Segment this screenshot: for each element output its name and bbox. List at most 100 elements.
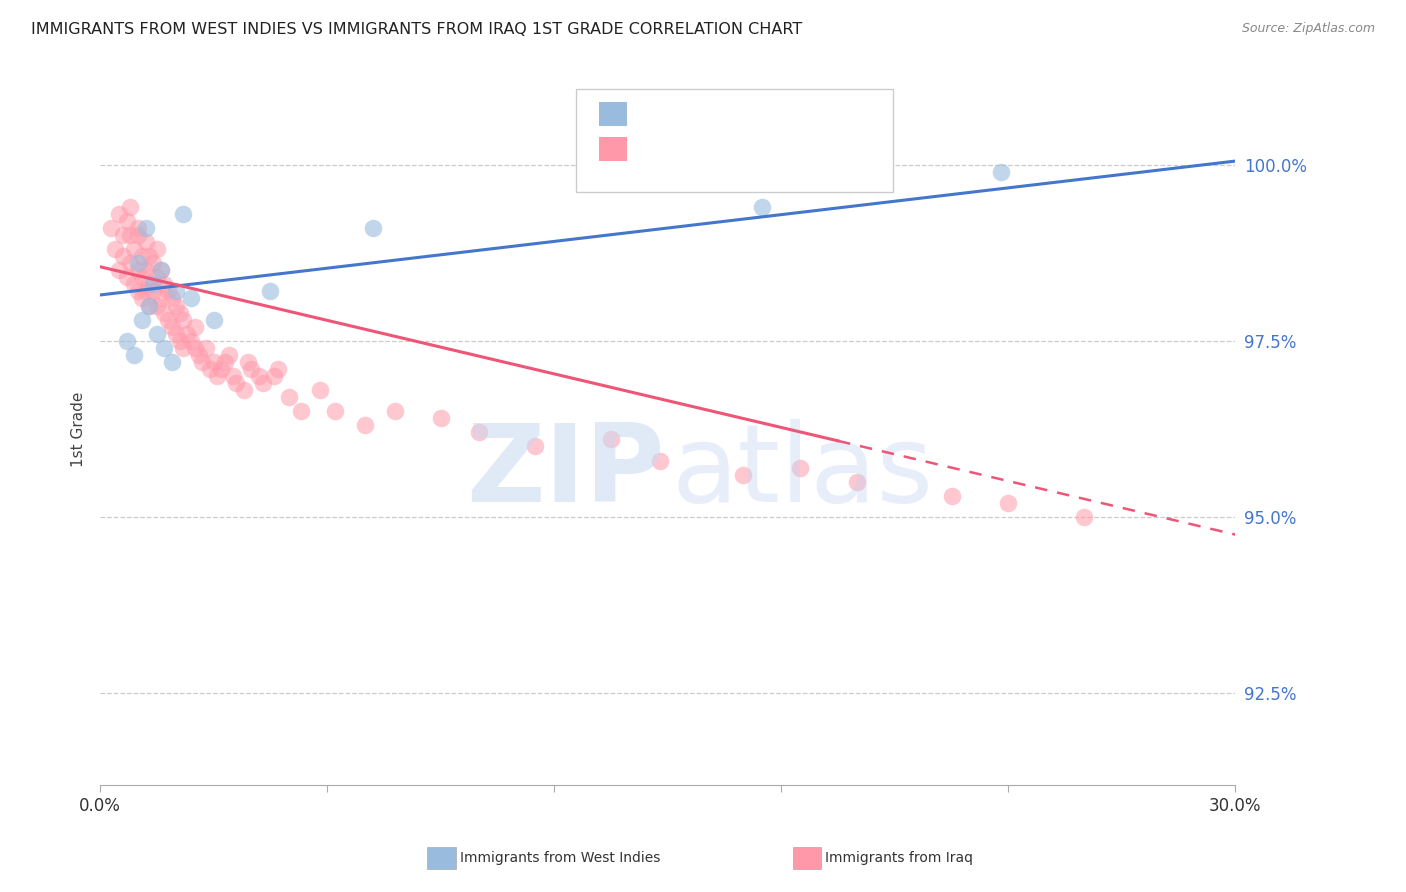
Point bbox=[384, 404, 406, 418]
Point bbox=[176, 326, 198, 341]
Point bbox=[142, 277, 165, 292]
Point bbox=[214, 355, 236, 369]
Point bbox=[990, 164, 1012, 178]
Point bbox=[127, 285, 149, 299]
Point bbox=[218, 348, 240, 362]
Point bbox=[138, 249, 160, 263]
Point bbox=[122, 277, 145, 292]
Point bbox=[290, 404, 312, 418]
Point bbox=[142, 285, 165, 299]
Point bbox=[138, 299, 160, 313]
Point bbox=[111, 249, 134, 263]
Point bbox=[524, 440, 547, 454]
Point bbox=[146, 242, 169, 256]
Point bbox=[160, 292, 183, 306]
Point bbox=[127, 263, 149, 277]
Point bbox=[600, 433, 623, 447]
Point bbox=[146, 299, 169, 313]
Point bbox=[120, 228, 142, 243]
Point bbox=[267, 362, 290, 376]
Point bbox=[169, 334, 191, 348]
Point bbox=[650, 453, 672, 467]
Text: IMMIGRANTS FROM WEST INDIES VS IMMIGRANTS FROM IRAQ 1ST GRADE CORRELATION CHART: IMMIGRANTS FROM WEST INDIES VS IMMIGRANT… bbox=[31, 22, 803, 37]
Point bbox=[149, 292, 172, 306]
Point bbox=[127, 221, 149, 235]
Point bbox=[131, 312, 153, 326]
Point bbox=[122, 348, 145, 362]
Point bbox=[845, 475, 868, 489]
Point bbox=[252, 376, 274, 390]
Point bbox=[202, 355, 225, 369]
Point bbox=[165, 285, 187, 299]
Point bbox=[149, 263, 172, 277]
Text: ZIP: ZIP bbox=[465, 418, 664, 524]
Point bbox=[131, 292, 153, 306]
Point bbox=[354, 418, 377, 433]
Point bbox=[207, 369, 229, 384]
Y-axis label: 1st Grade: 1st Grade bbox=[72, 392, 86, 467]
Point bbox=[361, 221, 384, 235]
Point bbox=[172, 207, 194, 221]
Point bbox=[165, 326, 187, 341]
Point bbox=[751, 200, 773, 214]
Point bbox=[135, 221, 157, 235]
Text: Immigrants from West Indies: Immigrants from West Indies bbox=[460, 851, 661, 865]
Point bbox=[153, 305, 176, 319]
Point bbox=[135, 263, 157, 277]
Point bbox=[183, 341, 205, 355]
Point bbox=[149, 263, 172, 277]
Text: R = -0.368   N = 84: R = -0.368 N = 84 bbox=[637, 142, 794, 156]
Point bbox=[198, 362, 221, 376]
Point bbox=[115, 334, 138, 348]
Point bbox=[104, 242, 127, 256]
Point bbox=[733, 467, 755, 482]
Point bbox=[225, 376, 247, 390]
Point bbox=[127, 228, 149, 243]
Point bbox=[111, 228, 134, 243]
Point bbox=[278, 390, 301, 404]
Point bbox=[108, 263, 131, 277]
Point bbox=[127, 256, 149, 270]
Point bbox=[259, 285, 281, 299]
Point bbox=[172, 341, 194, 355]
Point bbox=[135, 235, 157, 249]
Point bbox=[202, 312, 225, 326]
Point bbox=[135, 285, 157, 299]
Point bbox=[157, 312, 180, 326]
Point bbox=[169, 305, 191, 319]
Point bbox=[997, 496, 1019, 510]
Point bbox=[115, 270, 138, 285]
Point bbox=[236, 355, 259, 369]
Point bbox=[323, 404, 346, 418]
Point bbox=[138, 277, 160, 292]
Point bbox=[180, 292, 202, 306]
Point bbox=[131, 270, 153, 285]
Point bbox=[467, 425, 489, 440]
Point bbox=[209, 362, 232, 376]
Text: R =  0.459   N = 19: R = 0.459 N = 19 bbox=[637, 106, 794, 120]
Point bbox=[165, 299, 187, 313]
Point bbox=[115, 214, 138, 228]
Point bbox=[1073, 510, 1095, 524]
Point bbox=[146, 270, 169, 285]
Point bbox=[187, 348, 209, 362]
Point bbox=[429, 411, 451, 425]
Point bbox=[160, 355, 183, 369]
Point bbox=[108, 207, 131, 221]
Point bbox=[157, 285, 180, 299]
Point bbox=[122, 242, 145, 256]
Point bbox=[100, 221, 122, 235]
Point bbox=[789, 460, 811, 475]
Point bbox=[153, 277, 176, 292]
Text: Source: ZipAtlas.com: Source: ZipAtlas.com bbox=[1241, 22, 1375, 36]
Point bbox=[240, 362, 263, 376]
Point bbox=[263, 369, 285, 384]
Point bbox=[308, 383, 330, 397]
Point bbox=[180, 334, 202, 348]
Point bbox=[232, 383, 254, 397]
Point bbox=[138, 299, 160, 313]
Point bbox=[120, 256, 142, 270]
Point bbox=[153, 341, 176, 355]
Point bbox=[195, 341, 218, 355]
Point bbox=[191, 355, 214, 369]
